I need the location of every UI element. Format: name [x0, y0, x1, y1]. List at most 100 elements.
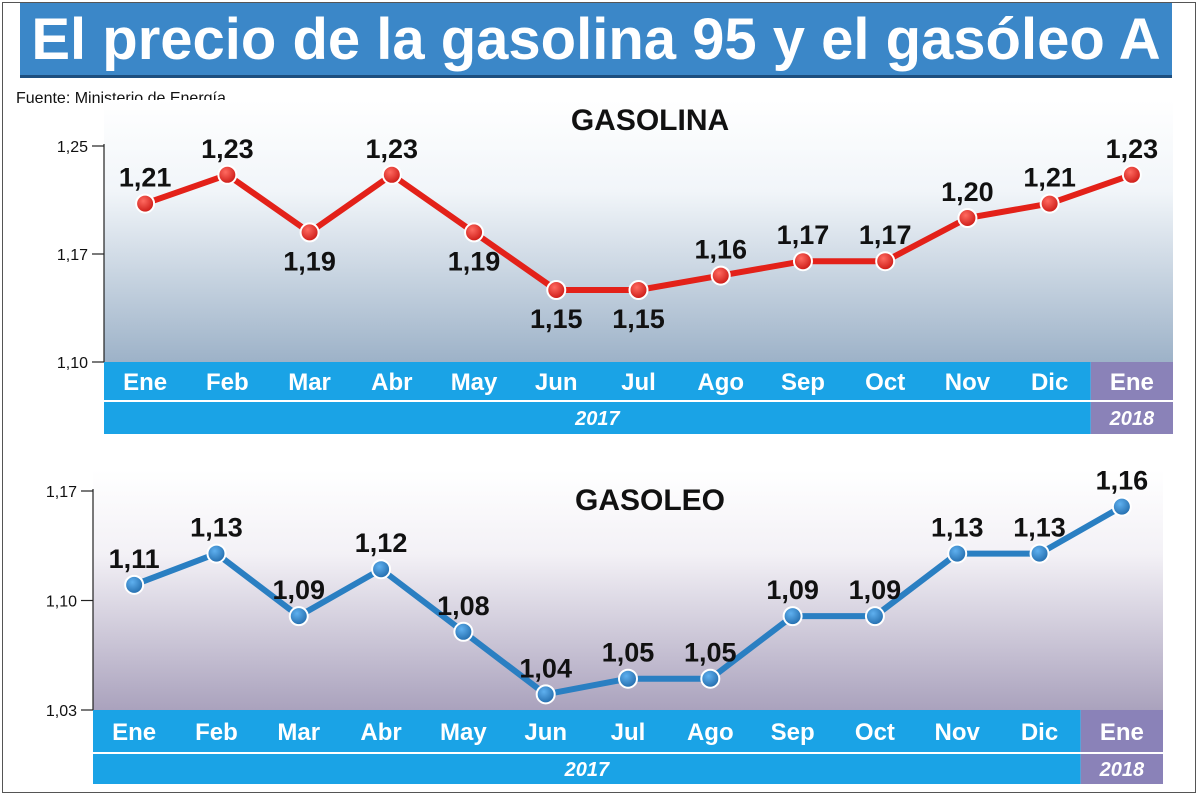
gasoleo-data-label: 1,09 [849, 575, 902, 605]
gasolina-y-tick-label: 1,17 [57, 247, 88, 264]
gasolina-month-band-2018 [1090, 362, 1173, 400]
gasoleo-x-tick-label: Ene [1100, 719, 1144, 746]
gasolina-year-label: 2018 [1109, 408, 1155, 430]
gasoleo-data-point [864, 606, 885, 627]
gasolina-data-label: 1,23 [366, 134, 419, 164]
gasolina-data-point [875, 251, 896, 272]
gasolina-data-point [1121, 164, 1142, 185]
gasoleo-x-tick-label: Mar [277, 719, 320, 746]
gasoleo-data-label: 1,13 [931, 513, 984, 543]
gasoleo-data-label: 1,04 [519, 653, 572, 683]
gasolina-data-label: 1,17 [777, 220, 830, 250]
gasoleo-x-tick-label: Jul [611, 719, 646, 746]
gasoleo-y-tick-label: 1,10 [46, 594, 77, 611]
gasolina-month-band-2017 [104, 362, 1091, 400]
gasoleo-data-label: 1,13 [1013, 513, 1066, 543]
gasoleo-chart-title: GASOLEO [575, 484, 725, 517]
gasolina-x-tick-label: Abr [371, 369, 412, 396]
gasoleo-x-tick-label: May [440, 719, 487, 746]
gasolina-data-label: 1,23 [1106, 134, 1159, 164]
gasolina-data-label: 1,21 [119, 163, 172, 193]
gasoleo-data-label: 1,11 [109, 544, 160, 574]
gasolina-data-label: 1,17 [859, 220, 912, 250]
gasolina-year-band-2018 [1090, 402, 1173, 434]
gasoleo-data-point [1029, 543, 1050, 564]
gasolina-data-label: 1,19 [448, 246, 501, 276]
gasolina-x-tick-label: Jun [535, 369, 578, 396]
gasoleo-x-tick-label: Ago [687, 719, 734, 746]
gasoleo-data-label: 1,16 [1096, 466, 1149, 496]
gasolina-x-tick-label: Oct [865, 369, 905, 396]
gasoleo-data-point [206, 543, 227, 564]
gasoleo-month-band-2018 [1080, 710, 1163, 752]
gasolina-data-point [135, 193, 156, 214]
gasolina-y-tick-label: 1,25 [57, 139, 88, 156]
gasoleo-y-tick-label: 1,17 [46, 484, 77, 501]
gasoleo-year-band-2018 [1080, 754, 1163, 784]
gasoleo-data-point [288, 606, 309, 627]
gasoleo-x-tick-label: Feb [195, 719, 238, 746]
gasoleo-data-label: 1,05 [602, 638, 655, 668]
gasolina-chart-title: GASOLINA [571, 104, 729, 137]
gasoleo-data-label: 1,09 [272, 575, 325, 605]
gasolina-data-point [710, 265, 731, 286]
gasolina-chart: 1,25 1,17 1,10 2017 2018 Ene Feb Mar Abr May Jun Ju… [57, 100, 1173, 434]
gasolina-data-label: 1,15 [612, 304, 665, 334]
gasoleo-x-tick-label: Oct [855, 719, 895, 746]
gasoleo-x-tick-label: Sep [771, 719, 815, 746]
gasolina-x-tick-label: Ene [1110, 369, 1154, 396]
gasolina-data-point [628, 280, 649, 300]
gasolina-x-tick-label: Sep [781, 369, 825, 396]
gasolina-data-label: 1,21 [1023, 163, 1076, 193]
gasoleo-data-point [700, 668, 721, 689]
gasoleo-data-point [535, 684, 556, 705]
gasoleo-year-label: 2018 [1099, 759, 1145, 781]
gasolina-y-tick-label: 1,10 [57, 355, 88, 372]
gasolina-data-label: 1,23 [201, 134, 254, 164]
gasoleo-x-tick-label: Dic [1021, 719, 1058, 746]
gasolina-year-label: 2017 [574, 408, 620, 430]
gasolina-data-label: 1,20 [941, 177, 994, 207]
gasoleo-data-point [371, 559, 392, 580]
gasoleo-data-label: 1,08 [437, 591, 490, 621]
gasolina-data-point [381, 164, 402, 185]
gasolina-data-label: 1,19 [283, 246, 336, 276]
gasoleo-month-band-2017 [93, 710, 1081, 752]
gasoleo-x-tick-label: Nov [935, 719, 981, 746]
gasoleo-data-point [453, 621, 474, 642]
gasoleo-data-point [782, 606, 803, 627]
gasoleo-data-label: 1,12 [355, 528, 408, 558]
gasoleo-data-point [124, 574, 145, 595]
gasolina-x-tick-label: Ago [697, 369, 744, 396]
gasolina-data-point [792, 251, 813, 272]
gasolina-x-tick-label: Nov [945, 369, 991, 396]
gasolina-year-band-2017 [104, 402, 1091, 434]
gasolina-x-tick-label: Feb [206, 369, 249, 396]
gasoleo-year-band-2017 [93, 754, 1081, 784]
gasolina-data-point [299, 222, 320, 243]
gasoleo-x-tick-label: Abr [360, 719, 401, 746]
gasoleo-data-point [1111, 496, 1132, 517]
gasoleo-x-tick-label: Jun [524, 719, 567, 746]
gasolina-x-tick-label: Ene [123, 369, 167, 396]
gasolina-x-tick-label: May [451, 369, 498, 396]
gasoleo-chart: 1,17 1,10 1,03 2017 2018 Ene Feb Mar Abr May Jun Ju… [46, 466, 1163, 784]
gasolina-x-tick-label: Dic [1031, 369, 1068, 396]
gasolina-plot-area [104, 100, 1173, 362]
gasolina-data-point [464, 222, 485, 243]
gasolina-data-point [217, 164, 238, 185]
gasolina-data-point [546, 280, 567, 300]
gasoleo-x-tick-label: Ene [112, 719, 156, 746]
gasolina-x-tick-label: Mar [288, 369, 331, 396]
gasoleo-data-label: 1,05 [684, 638, 737, 668]
gasolina-data-point [957, 208, 978, 228]
gasoleo-y-tick-label: 1,03 [46, 703, 77, 720]
page-title: El precio de la gasolina 95 y el gasóleo… [20, 3, 1172, 78]
gasoleo-data-point [618, 668, 638, 689]
gasolina-data-label: 1,15 [530, 304, 583, 334]
gasoleo-data-label: 1,09 [766, 575, 819, 605]
gasoleo-data-point [947, 543, 968, 564]
gasolina-data-point [1039, 193, 1060, 214]
